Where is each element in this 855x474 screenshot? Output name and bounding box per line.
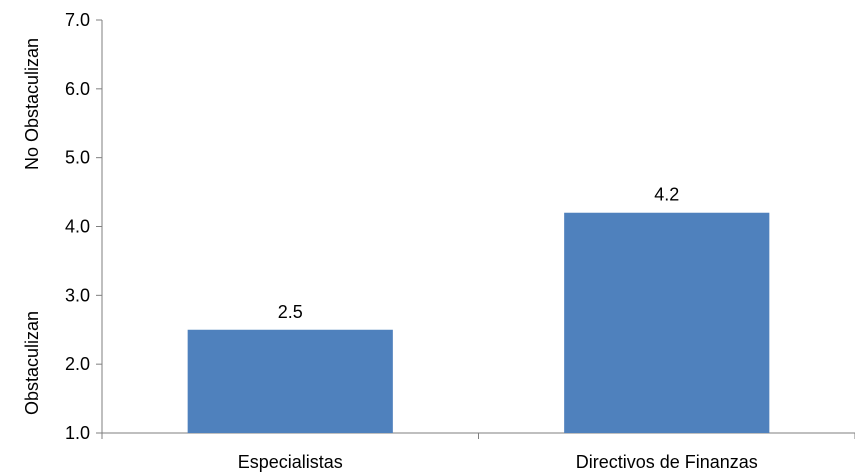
y-tick-label: 1.0: [65, 423, 90, 443]
y-tick-label: 2.0: [65, 354, 90, 374]
y-tick-label: 4.0: [65, 217, 90, 237]
y-tick-label: 5.0: [65, 148, 90, 168]
data-label: 4.2: [654, 185, 679, 205]
bars: [187, 212, 770, 433]
y-axis-label-bottom: Obstaculizan: [22, 311, 42, 415]
data-labels: 2.5 4.2: [278, 185, 680, 322]
y-axis: 1.0 2.0 3.0 4.0 5.0 6.0 7.0: [65, 10, 103, 443]
bar: [564, 212, 770, 433]
x-category-label: Directivos de Finanzas: [576, 452, 758, 472]
y-tick-label: 7.0: [65, 10, 90, 30]
y-tick-label: 6.0: [65, 79, 90, 99]
x-category-label: Especialistas: [238, 452, 343, 472]
x-axis: Especialistas Directivos de Finanzas: [101, 432, 855, 472]
bar: [187, 329, 393, 433]
y-axis-label-top: No Obstaculizan: [22, 38, 42, 170]
y-tick-label: 3.0: [65, 285, 90, 305]
data-label: 2.5: [278, 302, 303, 322]
